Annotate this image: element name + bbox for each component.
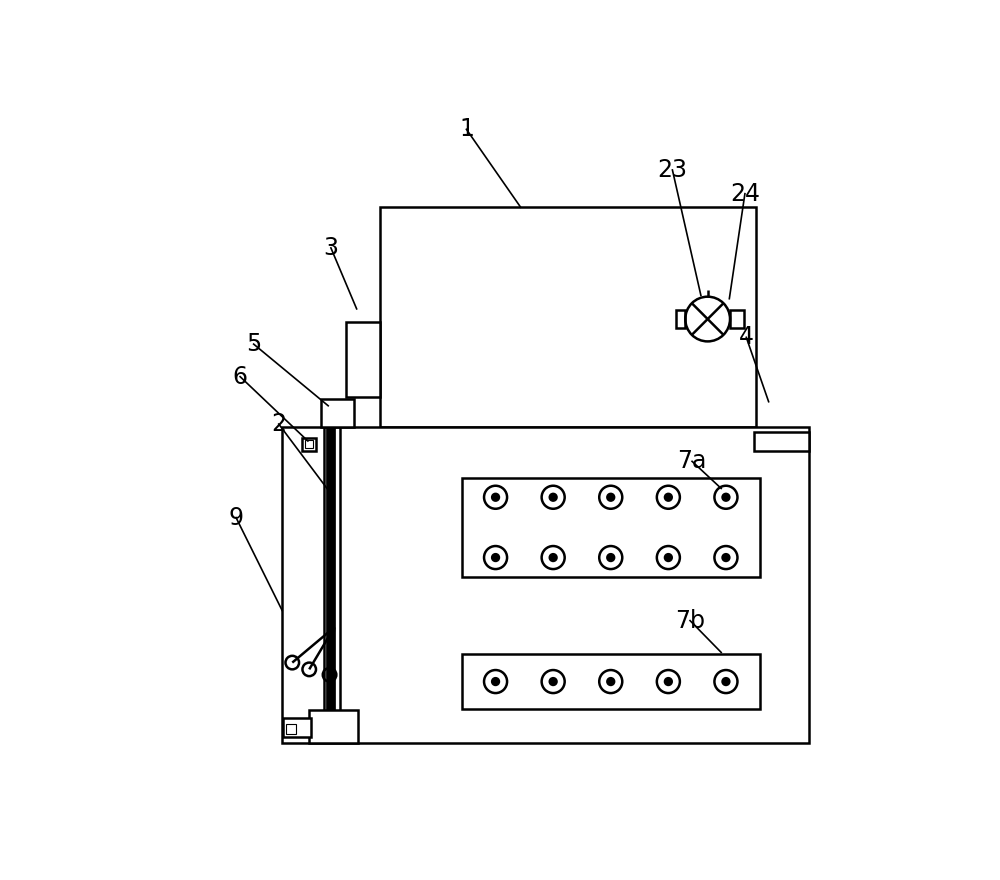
Circle shape [607, 554, 614, 561]
Bar [380, 207, 756, 428]
Bar [754, 432, 809, 451]
Circle shape [492, 678, 499, 685]
Text: 23: 23 [657, 158, 687, 182]
Text: 5: 5 [246, 332, 261, 356]
Circle shape [665, 678, 672, 685]
Circle shape [723, 494, 729, 501]
Bar [302, 437, 316, 451]
Text: 9: 9 [229, 506, 244, 530]
Text: 6: 6 [233, 364, 248, 389]
Circle shape [550, 678, 557, 685]
Bar [282, 428, 809, 743]
Circle shape [607, 494, 614, 501]
Text: 4: 4 [739, 326, 754, 349]
Text: 7b: 7b [675, 609, 705, 633]
Circle shape [550, 494, 557, 501]
Circle shape [492, 554, 499, 561]
Text: 1: 1 [459, 117, 474, 142]
Text: 2: 2 [271, 412, 286, 436]
Bar [462, 479, 760, 576]
Circle shape [723, 678, 729, 685]
Bar [462, 655, 760, 708]
Bar [321, 399, 354, 428]
Text: 3: 3 [323, 236, 338, 260]
Bar [305, 440, 313, 449]
Bar [286, 723, 296, 735]
Circle shape [607, 678, 614, 685]
Text: 7a: 7a [677, 450, 707, 473]
Text: 24: 24 [730, 181, 760, 206]
Circle shape [550, 554, 557, 561]
Bar [309, 710, 358, 743]
Circle shape [723, 554, 729, 561]
Bar [676, 311, 685, 328]
Circle shape [665, 554, 672, 561]
Bar [346, 322, 380, 397]
Bar [730, 311, 744, 328]
Circle shape [665, 494, 672, 501]
Circle shape [492, 494, 499, 501]
Bar [283, 718, 311, 737]
